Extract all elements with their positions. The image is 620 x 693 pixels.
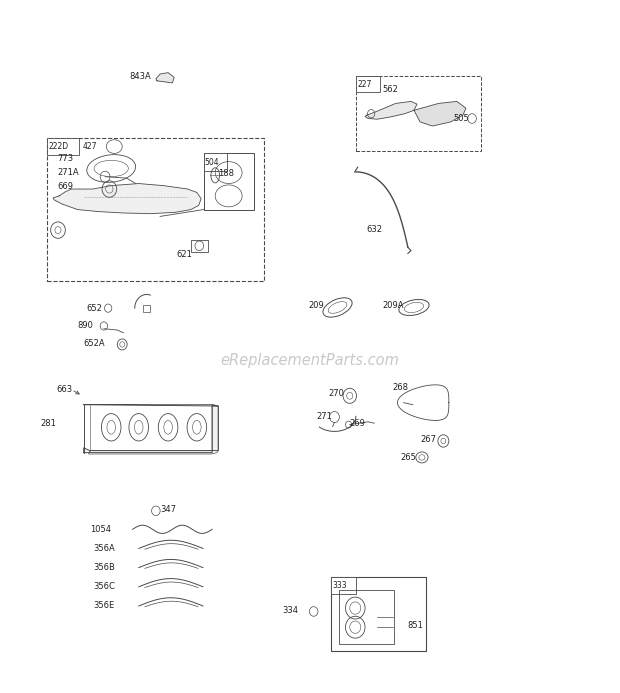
Text: 652A: 652A [84, 339, 105, 348]
Bar [143, 306, 151, 313]
Text: 621: 621 [177, 249, 193, 258]
Text: 356C: 356C [93, 582, 115, 591]
Text: 773: 773 [58, 154, 74, 163]
Text: 227: 227 [357, 80, 371, 89]
Bar [332, 577, 356, 595]
Bar [339, 590, 394, 644]
Bar [47, 138, 264, 281]
Text: 333: 333 [333, 581, 347, 590]
Bar [191, 240, 208, 252]
Text: 271: 271 [316, 412, 332, 421]
Text: 270: 270 [329, 389, 344, 398]
Text: 222D: 222D [49, 142, 69, 151]
Polygon shape [53, 184, 201, 213]
Text: 851: 851 [408, 622, 423, 631]
Text: 269: 269 [350, 419, 366, 428]
Text: 334: 334 [283, 606, 298, 615]
Polygon shape [84, 405, 218, 453]
Text: 890: 890 [78, 322, 94, 331]
Text: 504: 504 [205, 158, 219, 167]
Bar [47, 138, 79, 155]
Text: 267: 267 [420, 435, 436, 444]
Text: 209A: 209A [382, 301, 404, 310]
Bar [203, 153, 254, 209]
Polygon shape [84, 405, 218, 406]
Text: 356B: 356B [93, 563, 115, 572]
Text: 663: 663 [56, 385, 73, 394]
Text: 356A: 356A [93, 544, 115, 553]
Text: 268: 268 [392, 383, 409, 392]
Text: 356E: 356E [93, 602, 114, 611]
Text: 265: 265 [401, 453, 417, 462]
Bar [356, 76, 481, 151]
Text: 281: 281 [41, 419, 57, 428]
Text: 632: 632 [366, 225, 383, 234]
Polygon shape [365, 101, 417, 119]
Bar [203, 153, 227, 171]
Bar [332, 577, 426, 651]
Text: 427: 427 [82, 142, 97, 151]
Text: 562: 562 [382, 85, 398, 94]
Text: 347: 347 [160, 505, 176, 514]
Text: 652: 652 [87, 304, 103, 313]
Polygon shape [414, 101, 466, 126]
Text: 669: 669 [58, 182, 73, 191]
Text: 188: 188 [218, 170, 234, 179]
Bar [356, 76, 380, 92]
Polygon shape [156, 73, 174, 83]
Text: 505: 505 [454, 114, 469, 123]
Text: eReplacementParts.com: eReplacementParts.com [221, 353, 399, 368]
Text: 843A: 843A [130, 71, 151, 80]
Text: 1054: 1054 [90, 525, 111, 534]
Text: 209: 209 [309, 301, 324, 310]
Text: 271A: 271A [58, 168, 79, 177]
